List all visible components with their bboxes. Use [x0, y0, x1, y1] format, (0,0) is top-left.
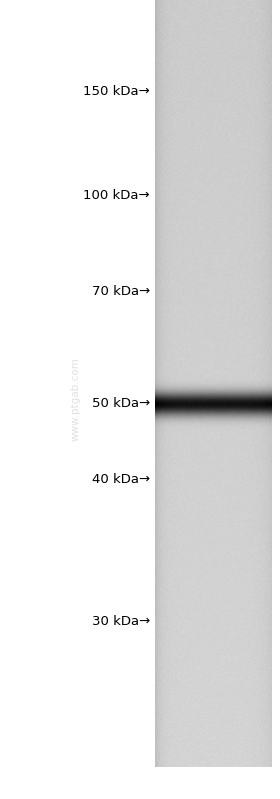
Text: 50 kDa→: 50 kDa→ [92, 397, 150, 410]
Text: 70 kDa→: 70 kDa→ [92, 285, 150, 298]
Text: 30 kDa→: 30 kDa→ [92, 615, 150, 628]
Text: 100 kDa→: 100 kDa→ [83, 189, 150, 202]
Text: 150 kDa→: 150 kDa→ [83, 85, 150, 98]
Text: www.ptgab.com: www.ptgab.com [71, 358, 81, 441]
Text: 40 kDa→: 40 kDa→ [92, 473, 150, 486]
